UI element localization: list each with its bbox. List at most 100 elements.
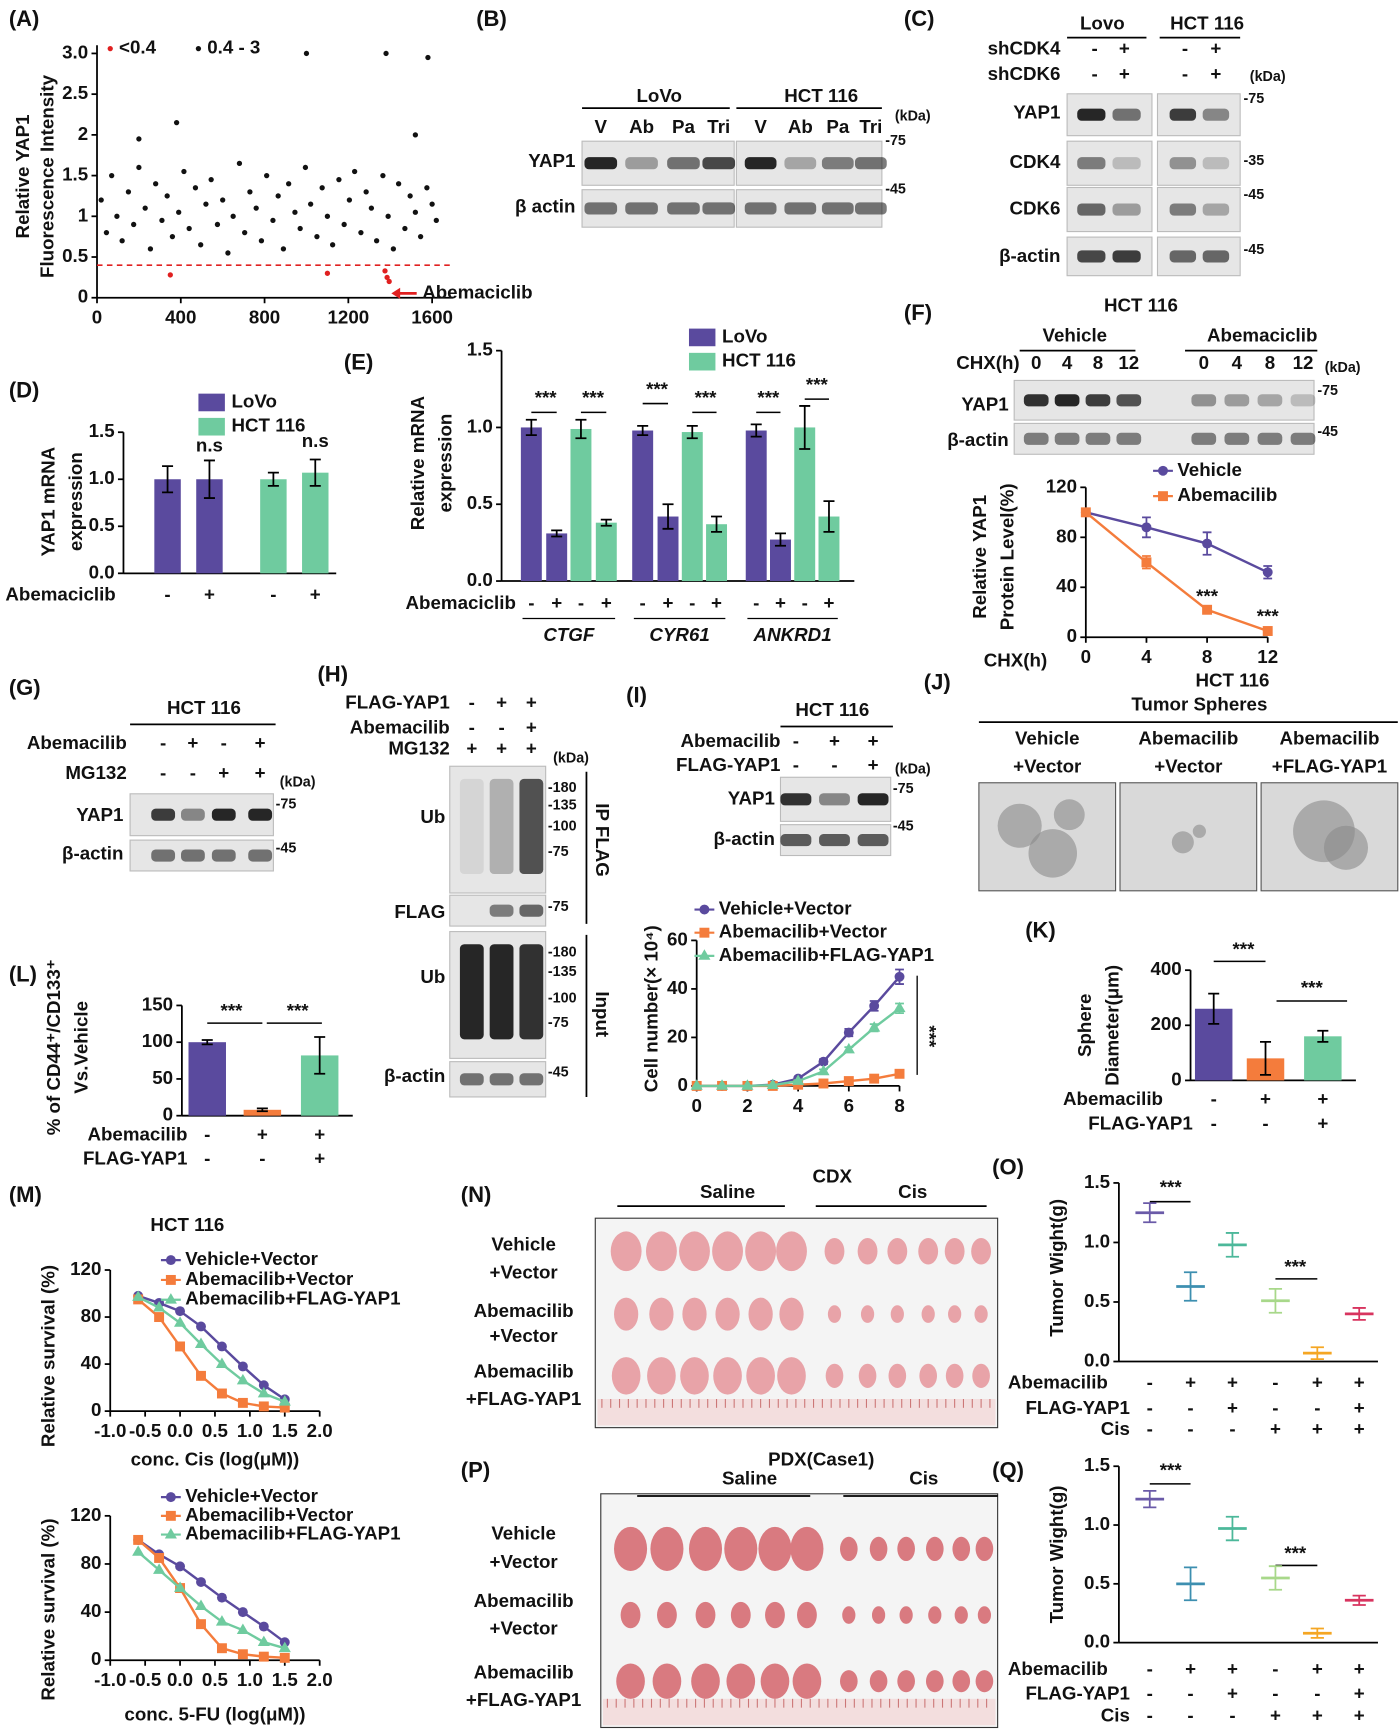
blot-membrane — [1156, 140, 1241, 186]
marker — [1141, 557, 1152, 568]
blot-band — [1054, 394, 1080, 407]
tumor — [890, 1305, 904, 1323]
row-label: β-actin — [62, 842, 123, 863]
marker — [133, 1534, 144, 1545]
row-sign: + — [1185, 1372, 1196, 1393]
lane-label: Ab — [788, 116, 813, 137]
tumor — [726, 1663, 756, 1699]
condition-label: shCDK4 — [988, 38, 1061, 59]
marker — [237, 1649, 248, 1660]
marker — [1158, 465, 1168, 476]
condition-sign: - — [831, 754, 837, 775]
marker — [258, 1621, 269, 1632]
point — [303, 50, 310, 57]
tumor — [724, 1526, 758, 1571]
marker — [278, 1641, 291, 1653]
panel-letter: (H) — [317, 662, 348, 687]
tumor — [790, 1526, 824, 1571]
legend-label: Vehicle — [1177, 459, 1242, 480]
point — [147, 246, 154, 252]
legend-label: Abemacilib+FLAG-YAP1 — [719, 944, 934, 965]
marker — [196, 1619, 206, 1630]
y-tick-label: 120 — [70, 1258, 101, 1279]
point — [384, 274, 390, 281]
point — [258, 238, 265, 244]
blot-band — [1112, 250, 1141, 263]
sphere-title: HCT 116 — [1195, 669, 1269, 690]
tumor — [887, 1238, 908, 1265]
marker — [164, 1293, 177, 1304]
series-line — [1085, 511, 1269, 574]
row-label: Abemaciclib — [406, 592, 516, 613]
blot-band — [744, 157, 777, 170]
group-label: Vehicle — [1043, 324, 1108, 345]
y-tick-label: 2.5 — [62, 82, 88, 103]
annotation: *** — [582, 387, 605, 408]
row-label: YAP1 — [76, 804, 123, 825]
x-tick-label: 1.0 — [237, 1420, 263, 1441]
condition-label: FLAG-YAP1 — [345, 691, 449, 712]
y-tick-label: 40 — [667, 977, 688, 998]
row-label: +FLAG-YAP1 — [466, 1388, 581, 1409]
row-sign: - — [1272, 1682, 1278, 1703]
condition-sign: + — [466, 738, 477, 759]
x-tick-label: 0 — [92, 307, 102, 328]
column-label: +FLAG-YAP1 — [1272, 755, 1387, 776]
blot-band — [702, 157, 736, 170]
annotation: *** — [695, 387, 718, 408]
x-tick-label: 1.0 — [237, 1669, 263, 1690]
sphere — [1028, 829, 1078, 878]
annotation: *** — [1301, 977, 1324, 998]
y-tick-label: 1.5 — [89, 420, 115, 441]
point — [368, 205, 375, 211]
point — [383, 50, 389, 57]
point — [302, 164, 309, 171]
x-tick-label: 1200 — [328, 307, 370, 328]
row-sign: + — [1354, 1682, 1365, 1703]
tumor — [974, 1305, 988, 1323]
bar — [154, 479, 181, 574]
marker — [173, 1581, 187, 1592]
y-tick-label: 0 — [677, 1074, 687, 1095]
row-sign: - — [1147, 1397, 1153, 1418]
y-tick-label: 200 — [1150, 1013, 1181, 1034]
row-sign: + — [1354, 1372, 1365, 1393]
blot-band — [459, 778, 484, 874]
category-label: CTGF — [543, 624, 595, 645]
blot-band — [857, 793, 889, 806]
tumor — [971, 1238, 992, 1265]
condition-sign: 0 — [1031, 352, 1041, 373]
blot-band — [625, 157, 658, 170]
point — [192, 185, 199, 191]
annotation: *** — [919, 1025, 940, 1048]
y-tick-label: 1.0 — [467, 415, 493, 436]
row-sign: - — [640, 592, 646, 613]
blot-title: HCT 116 — [1104, 295, 1178, 316]
row-label: Abemaciclib — [5, 583, 115, 604]
error-bar — [575, 418, 587, 440]
row-sign: + — [1312, 1418, 1323, 1439]
row-label: Ub — [420, 966, 445, 987]
marker — [869, 1073, 880, 1084]
blot-band — [519, 904, 544, 917]
unit-label: (kDa) — [280, 775, 316, 791]
row-sign: - — [1211, 1088, 1217, 1109]
panel-letter: (J) — [924, 669, 951, 694]
panel-letter: (Q) — [992, 1458, 1024, 1483]
group-label: Saline — [722, 1467, 777, 1488]
panel-letter: (K) — [1025, 917, 1056, 942]
blot-band — [821, 157, 854, 170]
marker — [893, 1001, 906, 1013]
y-axis-label: Relative YAP1 — [12, 114, 33, 238]
blot-membrane — [1156, 93, 1241, 137]
blot-band — [489, 944, 514, 1040]
error-bar — [162, 465, 174, 494]
condition-sign: + — [1119, 38, 1130, 59]
y-tick-label: 1 — [78, 204, 88, 225]
point — [242, 229, 248, 236]
tumor — [897, 1670, 915, 1693]
row-label: β-actin — [714, 828, 775, 849]
point — [280, 246, 287, 252]
tumor — [825, 1363, 844, 1388]
marker — [258, 1401, 269, 1412]
